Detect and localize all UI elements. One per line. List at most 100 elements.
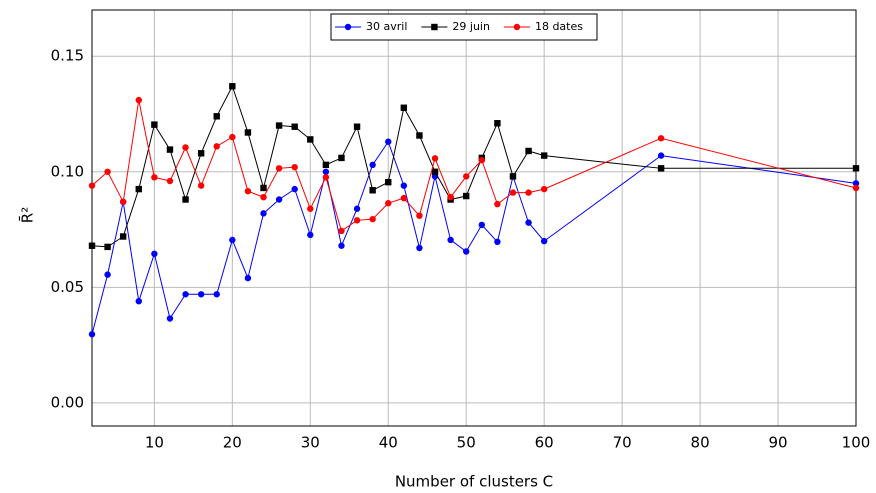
marker <box>275 196 283 203</box>
x-axis-label: Number of clusters C <box>395 473 553 491</box>
marker <box>416 212 423 219</box>
y-axis-label: R̄² <box>18 207 37 223</box>
marker <box>525 147 532 155</box>
marker <box>182 144 189 151</box>
marker <box>400 194 408 202</box>
marker <box>400 104 408 111</box>
marker <box>307 205 314 212</box>
marker <box>494 238 501 246</box>
marker <box>509 189 517 196</box>
marker <box>416 132 423 139</box>
marker <box>260 210 267 217</box>
marker <box>478 221 485 229</box>
marker <box>369 161 376 169</box>
marker <box>135 298 142 305</box>
marker <box>197 182 205 189</box>
marker <box>151 250 158 258</box>
marker <box>322 161 330 169</box>
marker <box>104 243 111 251</box>
marker <box>244 274 252 282</box>
marker <box>353 123 361 130</box>
y-tick-label: 0.15 <box>51 47 84 65</box>
marker <box>385 138 392 145</box>
y-tick-label: 0.00 <box>51 393 84 411</box>
marker <box>657 165 665 172</box>
series-line <box>91 84 856 248</box>
marker <box>400 182 408 189</box>
marker <box>275 165 283 172</box>
marker <box>260 184 267 192</box>
marker <box>151 174 158 181</box>
y-tick-label: 0.10 <box>51 162 84 180</box>
marker <box>119 198 127 206</box>
marker <box>657 135 665 142</box>
marker <box>463 248 470 255</box>
x-tick-label: 30 <box>301 434 320 452</box>
marker <box>275 122 283 129</box>
marker <box>151 121 158 128</box>
legend-label: 29 juin <box>452 20 490 33</box>
marker <box>447 194 454 201</box>
marker <box>291 163 298 171</box>
marker <box>322 174 330 181</box>
marker <box>431 23 438 31</box>
legend-label: 30 avril <box>366 20 407 33</box>
marker <box>369 187 376 194</box>
marker <box>494 120 501 127</box>
marker <box>338 154 345 162</box>
x-tick-label: 10 <box>145 434 164 452</box>
marker <box>540 185 548 193</box>
marker <box>513 23 521 31</box>
marker <box>509 173 517 180</box>
marker <box>447 236 454 244</box>
marker <box>135 96 142 104</box>
marker <box>385 178 392 186</box>
marker <box>494 200 501 208</box>
marker <box>525 219 532 226</box>
marker <box>166 146 174 153</box>
marker <box>344 23 352 31</box>
marker <box>197 150 205 157</box>
marker <box>540 237 548 245</box>
marker <box>852 165 860 172</box>
marker <box>229 83 236 90</box>
marker <box>182 196 189 203</box>
marker <box>182 291 189 298</box>
marker <box>463 192 470 200</box>
marker <box>213 143 220 150</box>
x-tick-label: 60 <box>535 434 554 452</box>
marker <box>416 244 423 252</box>
marker <box>307 136 314 143</box>
x-tick-label: 50 <box>457 434 476 452</box>
marker <box>88 242 96 249</box>
marker <box>353 205 361 212</box>
marker <box>369 215 376 223</box>
y-tick-label: 0.05 <box>51 278 84 296</box>
marker <box>463 173 470 180</box>
marker <box>431 155 439 162</box>
marker <box>260 194 267 201</box>
marker <box>166 177 174 185</box>
x-tick-label: 90 <box>768 434 787 452</box>
marker <box>478 157 485 164</box>
marker <box>291 123 298 130</box>
legend-item: 29 juin <box>421 20 490 33</box>
marker <box>244 187 252 195</box>
marker <box>852 184 860 192</box>
marker <box>353 217 361 224</box>
plot-frame <box>91 9 857 427</box>
marker <box>213 291 220 298</box>
marker <box>291 185 298 193</box>
marker <box>540 152 548 159</box>
marker <box>322 168 330 175</box>
x-tick-label: 20 <box>223 434 242 452</box>
marker <box>338 242 345 249</box>
marker <box>657 152 665 159</box>
marker <box>385 200 392 207</box>
series-line <box>91 100 857 232</box>
marker <box>525 189 532 196</box>
legend-item: 30 avril <box>335 20 407 33</box>
marker <box>104 168 111 175</box>
legend-item: 18 dates <box>503 20 583 33</box>
